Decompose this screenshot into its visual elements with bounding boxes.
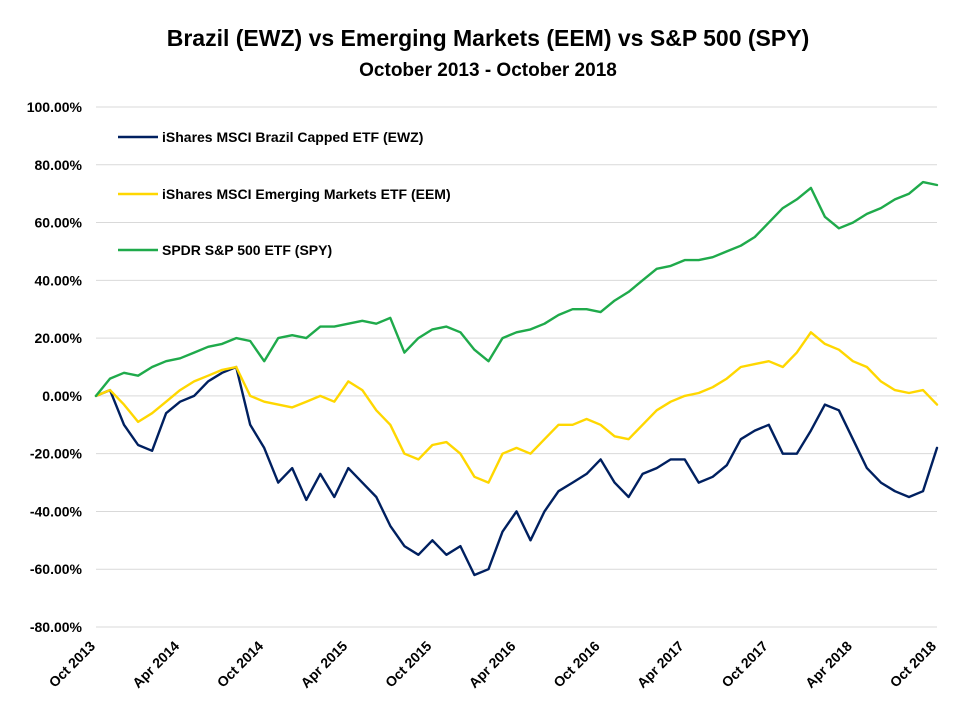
x-tick-label: Apr 2014 xyxy=(129,638,182,691)
y-axis-tick-labels: 100.00% 80.00% 60.00% 40.00% 20.00% 0.00% -20.… xyxy=(27,99,83,635)
y-tick-label: 20.00% xyxy=(35,330,83,346)
y-tick-label: -40.00% xyxy=(30,503,83,519)
y-tick-label: 60.00% xyxy=(35,215,83,231)
x-tick-label: Oct 2013 xyxy=(46,638,99,691)
legend-label-ewz: iShares MSCI Brazil Capped ETF (EWZ) xyxy=(162,129,423,145)
x-tick-label: Oct 2016 xyxy=(550,638,603,691)
legend-label-spy: SPDR S&P 500 ETF (SPY) xyxy=(162,242,332,258)
y-tick-label: 40.00% xyxy=(35,272,83,288)
x-tick-label: Apr 2018 xyxy=(802,638,855,691)
series-line-spy xyxy=(94,180,939,398)
y-tick-label: 80.00% xyxy=(35,157,83,173)
x-tick-label: Oct 2014 xyxy=(214,638,267,691)
y-tick-label: -20.00% xyxy=(30,446,83,462)
series-line-eem xyxy=(94,331,939,484)
y-tick-label: -80.00% xyxy=(30,619,83,635)
legend-label-eem: iShares MSCI Emerging Markets ETF (EEM) xyxy=(162,186,451,202)
y-tick-label: 100.00% xyxy=(27,99,83,115)
y-tick-label: 0.00% xyxy=(42,388,82,404)
series-line-ewz xyxy=(94,365,939,577)
x-tick-label: Apr 2016 xyxy=(465,638,518,691)
gridlines xyxy=(96,106,937,628)
x-tick-label: Oct 2015 xyxy=(382,638,435,691)
chart-title: Brazil (EWZ) vs Emerging Markets (EEM) v… xyxy=(167,25,809,51)
chart-subtitle: October 2013 - October 2018 xyxy=(359,60,617,81)
x-tick-label: Oct 2017 xyxy=(718,638,771,691)
series-lines xyxy=(94,180,939,577)
x-axis-tick-labels: Oct 2013 Apr 2014 Oct 2014 Apr 2015 Oct 2015… xyxy=(46,638,940,691)
y-tick-label: -60.00% xyxy=(30,561,83,577)
x-tick-label: Oct 2018 xyxy=(887,638,940,691)
legend: iShares MSCI Brazil Capped ETF (EWZ) iSha… xyxy=(118,129,451,258)
x-tick-label: Apr 2015 xyxy=(297,638,350,691)
x-tick-label: Apr 2017 xyxy=(634,638,687,691)
